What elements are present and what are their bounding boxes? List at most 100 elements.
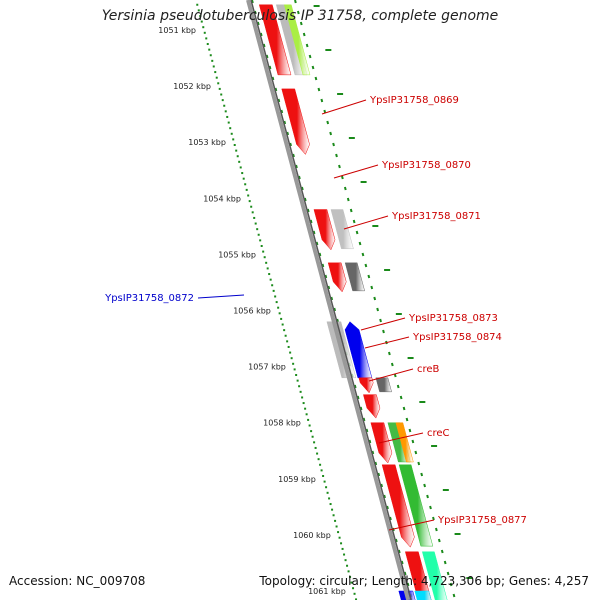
forward-guide-outer <box>435 527 438 532</box>
cds-arrow <box>313 209 336 251</box>
forward-guide-outer <box>405 417 409 422</box>
forward-guide-outer <box>361 252 365 257</box>
forward-guide-outer <box>393 373 397 378</box>
tick-label: 1057 kbp <box>248 363 286 372</box>
gene-label: YpsIP31758_0871 <box>391 211 481 222</box>
gene-label: YpsIP31758_0872 <box>104 293 194 304</box>
forward-guide-outer <box>349 208 353 213</box>
forward-guide-outer <box>452 593 456 598</box>
cds-arrow <box>327 262 347 293</box>
reverse-guide-inner <box>292 153 295 158</box>
forward-guide-outer <box>343 186 347 191</box>
reverse-guide-inner <box>330 296 334 301</box>
forward-guide-outer <box>420 472 424 477</box>
forward-guide-outer <box>408 428 412 433</box>
gene-block <box>330 209 354 250</box>
label-leader <box>378 432 424 444</box>
forward-guide-outer <box>446 571 450 576</box>
backbone-line <box>246 0 411 600</box>
tick-label: 1058 kbp <box>263 419 301 428</box>
gene-labels: YpsIP31758_0869 YpsIP31758_0870 YpsIP31758… <box>104 95 527 526</box>
reverse-guide-inner <box>406 582 410 587</box>
forward-guide-outer <box>352 219 356 224</box>
reverse-guide-inner <box>377 472 381 477</box>
reverse-guide-inner <box>371 450 375 455</box>
page-title: Yersinia pseudotuberculosis IP 31758, co… <box>101 8 499 24</box>
tick-label: 1054 kbp <box>203 194 241 203</box>
tick-label: 1060 kbp <box>293 531 331 540</box>
forward-guide-outer <box>440 549 444 554</box>
gene-block <box>421 551 448 600</box>
topology-label: Topology: circular; Length: 4,723,306 bp… <box>259 574 589 588</box>
gene-label: YpsIP31758_0870 <box>381 160 471 171</box>
gene-label: YpsIP31758_0873 <box>408 313 498 324</box>
forward-guide-outer <box>411 439 415 444</box>
cds-arrow <box>258 4 292 76</box>
forward-guide-outer <box>449 582 453 587</box>
reverse-guide-inner <box>253 10 257 15</box>
forward-guide-outer <box>305 43 309 48</box>
reverse-guide-inner <box>303 197 307 202</box>
reverse-guide-inner <box>400 560 404 565</box>
reverse-guide-inner <box>353 384 357 389</box>
reverse-guide-inner <box>403 571 407 576</box>
forward-guide-outer <box>338 164 341 169</box>
reverse-guide-inner <box>312 230 316 235</box>
reverse-guide-inner <box>356 395 360 400</box>
forward-guide-outer <box>323 109 327 114</box>
label-leader <box>364 336 410 349</box>
label-leader <box>343 215 389 230</box>
reverse-guide-inner <box>368 439 372 444</box>
forward-guide-outer <box>426 494 429 499</box>
forward-guide-outer <box>370 285 374 290</box>
reverse-guide-inner <box>321 263 325 268</box>
forward-guide-outer <box>332 142 335 147</box>
reverse-guide-inner <box>259 32 263 37</box>
forward-guide-outer <box>326 120 330 125</box>
reverse-guide-inner <box>298 175 301 180</box>
tick-label: 1061 kbp <box>308 587 346 596</box>
reverse-guide-inner <box>286 131 290 136</box>
forward-guide-outer <box>355 230 359 235</box>
reverse-guide-inner <box>383 494 386 499</box>
gene-label: YpsIP31758_0877 <box>437 515 527 526</box>
forward-guide-outer <box>335 153 338 158</box>
forward-guide-outer <box>311 65 315 70</box>
reverse-guide-inner <box>365 428 369 433</box>
forward-guide-outer <box>390 362 394 367</box>
backbone <box>246 0 412 600</box>
tick-label: 1056 kbp <box>233 307 271 316</box>
forward-guide-outer <box>346 197 350 202</box>
reverse-guide-inner <box>265 54 269 59</box>
reverse-guide-inner <box>394 538 398 543</box>
gene-block <box>375 377 392 393</box>
accession-label: Accession: NC_009708 <box>9 574 146 588</box>
gene-block <box>398 464 434 547</box>
gene-label: creC <box>427 428 450 439</box>
label-leader <box>333 164 379 179</box>
scale-ruler: 1051 kbp 1052 kbp 1053 kbp 1054 kbp 1055 kbp… <box>158 3 358 600</box>
backbone-edge <box>250 0 412 600</box>
forward-guide-outer <box>423 483 426 488</box>
gene-block <box>344 262 365 292</box>
reverse-guide-inner <box>283 120 287 125</box>
label-leader <box>388 519 435 531</box>
forward-guide-outer <box>388 351 391 356</box>
reverse-guide-inner <box>380 483 383 488</box>
reverse-guide-inner <box>271 76 275 81</box>
forward-guide-outer <box>314 76 318 81</box>
reverse-guide-inner <box>262 43 266 48</box>
cds-arrow <box>404 551 432 600</box>
reverse-guide-inner <box>289 142 292 147</box>
gene-label: creB <box>417 364 440 375</box>
gene-block <box>283 4 311 76</box>
forward-guide-outer <box>308 54 312 59</box>
forward-guide-outer <box>432 516 435 521</box>
forward-guide-outer <box>399 395 403 400</box>
reverse-guide-inner <box>324 274 328 279</box>
label-leader <box>368 368 414 382</box>
forward-guide-outer <box>429 505 432 510</box>
forward-guide-outer <box>317 87 321 92</box>
reverse-guide-inner <box>268 65 272 70</box>
